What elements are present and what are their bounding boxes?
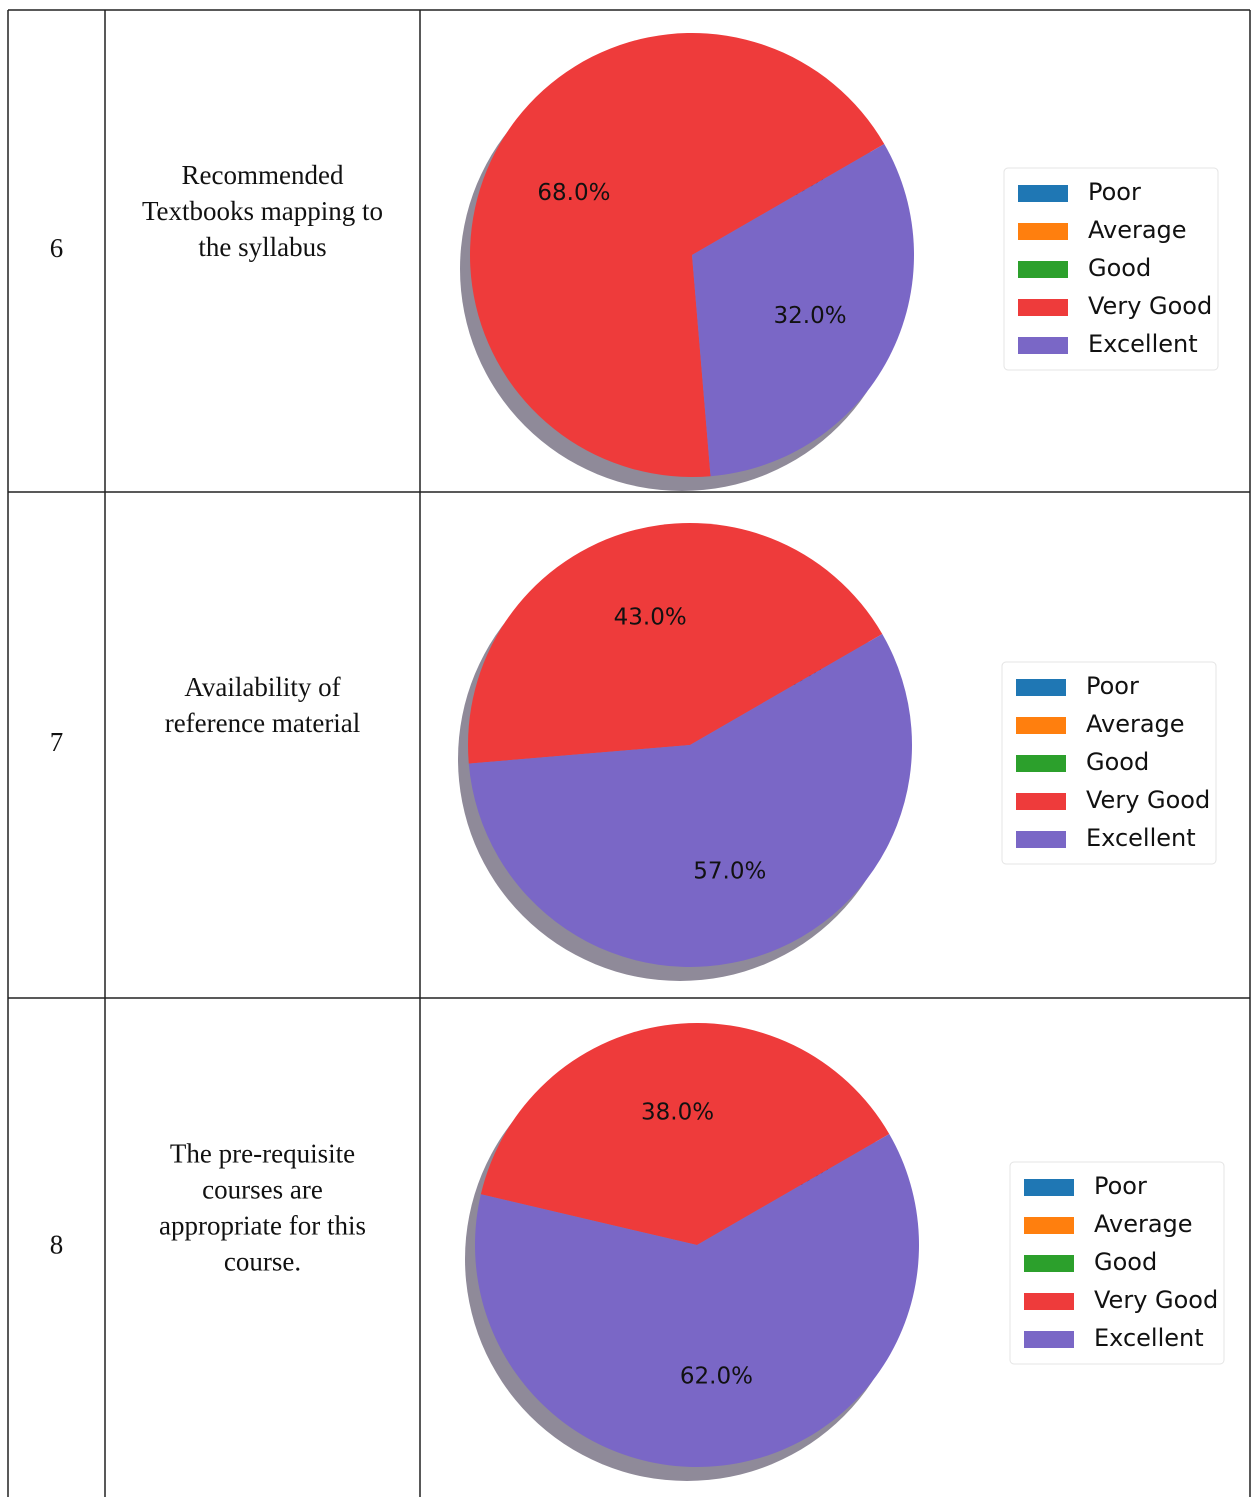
legend-label: Average xyxy=(1094,1210,1193,1238)
legend-label: Good xyxy=(1088,254,1151,282)
legend-swatch xyxy=(1024,1255,1074,1272)
row-description: courses are xyxy=(202,1175,323,1205)
legend-box xyxy=(1001,661,1217,865)
legend-swatch xyxy=(1024,1331,1074,1348)
legend-label: Excellent xyxy=(1094,1324,1204,1352)
legend-swatch xyxy=(1016,831,1066,848)
slice-label: 57.0% xyxy=(693,859,766,885)
legend-label: Good xyxy=(1086,748,1149,776)
pie-slice xyxy=(470,33,885,477)
legend-label: Good xyxy=(1094,1248,1157,1276)
row-description: Recommended xyxy=(182,160,344,190)
slice-label: 32.0% xyxy=(774,303,847,329)
legend-swatch xyxy=(1016,793,1066,810)
legend-swatch xyxy=(1024,1293,1074,1310)
row-number: 8 xyxy=(50,1230,64,1260)
row-description: The pre-requisite xyxy=(170,1139,355,1169)
legend-box xyxy=(1003,167,1219,371)
legend-swatch xyxy=(1018,223,1068,240)
legend-label: Average xyxy=(1088,216,1187,244)
row-description: appropriate for this xyxy=(159,1211,366,1241)
slice-label: 68.0% xyxy=(537,180,610,206)
legend-label: Excellent xyxy=(1086,824,1196,852)
row-description: course. xyxy=(224,1247,301,1277)
legend-swatch xyxy=(1016,755,1066,772)
pie-slice xyxy=(468,634,913,968)
pie-slice xyxy=(692,144,914,477)
legend-swatch xyxy=(1018,185,1068,202)
legend-label: Average xyxy=(1086,710,1185,738)
row-number: 6 xyxy=(50,233,64,263)
legend-box xyxy=(1009,1161,1225,1365)
slice-label: 38.0% xyxy=(641,1100,714,1126)
legend-swatch xyxy=(1018,337,1068,354)
pie-slice xyxy=(475,1134,919,1467)
row-description: reference material xyxy=(165,708,361,738)
slice-label: 43.0% xyxy=(614,604,687,630)
legend-label: Poor xyxy=(1088,178,1141,206)
legend-label: Very Good xyxy=(1094,1286,1218,1314)
row-description: Textbooks mapping to xyxy=(142,196,383,226)
legend-swatch xyxy=(1018,261,1068,278)
row-description: Availability of xyxy=(184,672,340,702)
row-number: 7 xyxy=(50,727,64,757)
legend-swatch xyxy=(1018,299,1068,316)
legend-label: Poor xyxy=(1086,672,1139,700)
slice-label: 62.0% xyxy=(680,1363,753,1389)
row-description: the syllabus xyxy=(198,232,326,262)
legend-swatch xyxy=(1024,1179,1074,1196)
legend-swatch xyxy=(1024,1217,1074,1234)
legend-swatch xyxy=(1016,717,1066,734)
legend-label: Very Good xyxy=(1088,292,1212,320)
pie-slice xyxy=(480,1023,890,1245)
pie-slice xyxy=(468,523,883,764)
legend-label: Very Good xyxy=(1086,786,1210,814)
legend-label: Excellent xyxy=(1088,330,1198,358)
legend-label: Poor xyxy=(1094,1172,1147,1200)
legend-swatch xyxy=(1016,679,1066,696)
